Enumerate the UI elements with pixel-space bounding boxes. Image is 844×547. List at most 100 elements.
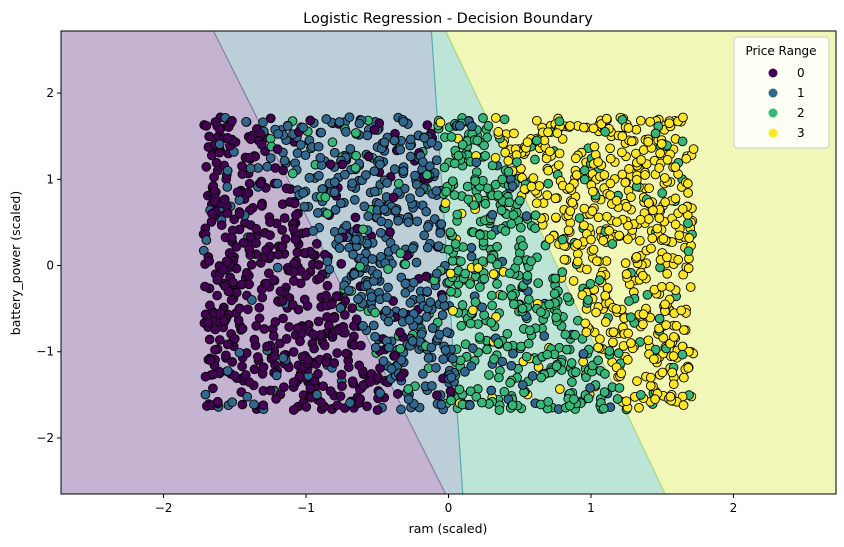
legend-label-3: 3: [797, 126, 805, 140]
data-point-class-3: [617, 131, 628, 142]
data-point-class-1: [322, 256, 333, 267]
data-point-class-0: [326, 299, 337, 310]
data-point: [440, 198, 451, 208]
data-point: [334, 233, 344, 244]
data-point: [335, 391, 346, 402]
data-point-class-3: [678, 400, 689, 411]
x-tick-label: 1: [587, 501, 595, 515]
data-point-class-1: [507, 181, 518, 192]
data-point: [614, 230, 624, 241]
data-point: [405, 134, 416, 145]
data-point-class-1: [315, 152, 326, 163]
x-tick-label: −2: [155, 501, 173, 515]
data-point-class-0: [332, 400, 343, 411]
data-point: [517, 380, 528, 390]
data-point: [251, 223, 261, 234]
data-point: [605, 143, 615, 154]
data-point: [427, 381, 437, 391]
data-point: [621, 201, 632, 212]
data-point: [490, 113, 501, 123]
data-point-class-1: [222, 165, 233, 176]
data-point: [350, 128, 361, 138]
data-point: [585, 278, 596, 289]
data-point: [389, 164, 400, 175]
data-point: [237, 323, 248, 334]
data-point: [309, 343, 319, 354]
data-point: [300, 150, 311, 161]
data-point: [632, 376, 642, 386]
data-point-class-0: [212, 165, 223, 176]
data-point-class-3: [674, 230, 685, 241]
data-point: [544, 234, 555, 244]
data-point: [644, 183, 654, 194]
data-point: [392, 389, 403, 399]
data-point: [350, 212, 361, 223]
data-point: [237, 169, 248, 179]
data-point: [668, 379, 679, 390]
data-point: [508, 210, 519, 220]
data-point-class-1: [422, 286, 432, 297]
data-point: [677, 204, 688, 214]
data-point: [347, 376, 358, 387]
data-point: [684, 233, 695, 243]
data-point: [521, 211, 532, 221]
x-axis-ticks: −2 −1 0 1 2: [155, 494, 737, 515]
data-point: [585, 383, 595, 393]
data-point-class-0: [207, 208, 217, 219]
data-point-class-2: [497, 290, 508, 301]
data-point: [465, 318, 476, 329]
data-point: [439, 162, 450, 173]
data-point: [314, 170, 324, 181]
data-point: [613, 348, 624, 358]
data-point: [567, 197, 578, 208]
data-point: [623, 234, 633, 245]
data-point: [456, 320, 467, 331]
data-point: [662, 252, 672, 263]
data-point: [421, 206, 432, 217]
data-point: [353, 294, 363, 304]
data-point: [400, 288, 411, 298]
data-point: [316, 397, 326, 408]
data-point-class-0: [222, 133, 233, 143]
data-point: [543, 127, 553, 138]
legend: Price Range 0 1 2 3: [733, 36, 830, 149]
data-point: [514, 195, 525, 206]
x-axis-title: ram (scaled): [409, 521, 488, 536]
data-point-class-3: [554, 148, 565, 159]
data-point: [382, 178, 392, 188]
data-point-class-0: [227, 233, 237, 243]
data-point: [426, 137, 437, 148]
data-point: [579, 203, 590, 214]
data-point-class-1: [361, 170, 371, 180]
data-point-class-3: [586, 234, 596, 245]
data-point: [354, 118, 365, 129]
data-point: [411, 257, 422, 268]
data-point: [555, 384, 565, 394]
data-point: [620, 177, 631, 188]
data-point: [623, 328, 633, 339]
data-point: [370, 331, 380, 342]
legend-marker-0: [768, 68, 778, 78]
data-point: [433, 241, 444, 251]
data-point-class-2: [543, 396, 554, 407]
data-point: [591, 307, 601, 318]
data-point: [437, 310, 448, 320]
data-point-class-1: [436, 219, 447, 229]
data-point: [608, 337, 618, 348]
data-point: [588, 244, 599, 255]
data-point: [313, 316, 324, 327]
data-point-class-2: [526, 256, 536, 267]
data-point: [667, 367, 678, 378]
data-point: [234, 303, 245, 314]
data-point: [478, 113, 488, 123]
data-point: [423, 222, 433, 232]
data-point: [245, 163, 256, 174]
data-point: [579, 220, 589, 231]
data-point-class-2: [607, 239, 618, 249]
data-point-class-3: [682, 178, 693, 189]
data-point: [626, 136, 637, 147]
data-point: [273, 129, 283, 139]
data-point-class-0: [212, 396, 223, 407]
data-point: [567, 377, 577, 387]
data-point-class-2: [493, 338, 504, 348]
